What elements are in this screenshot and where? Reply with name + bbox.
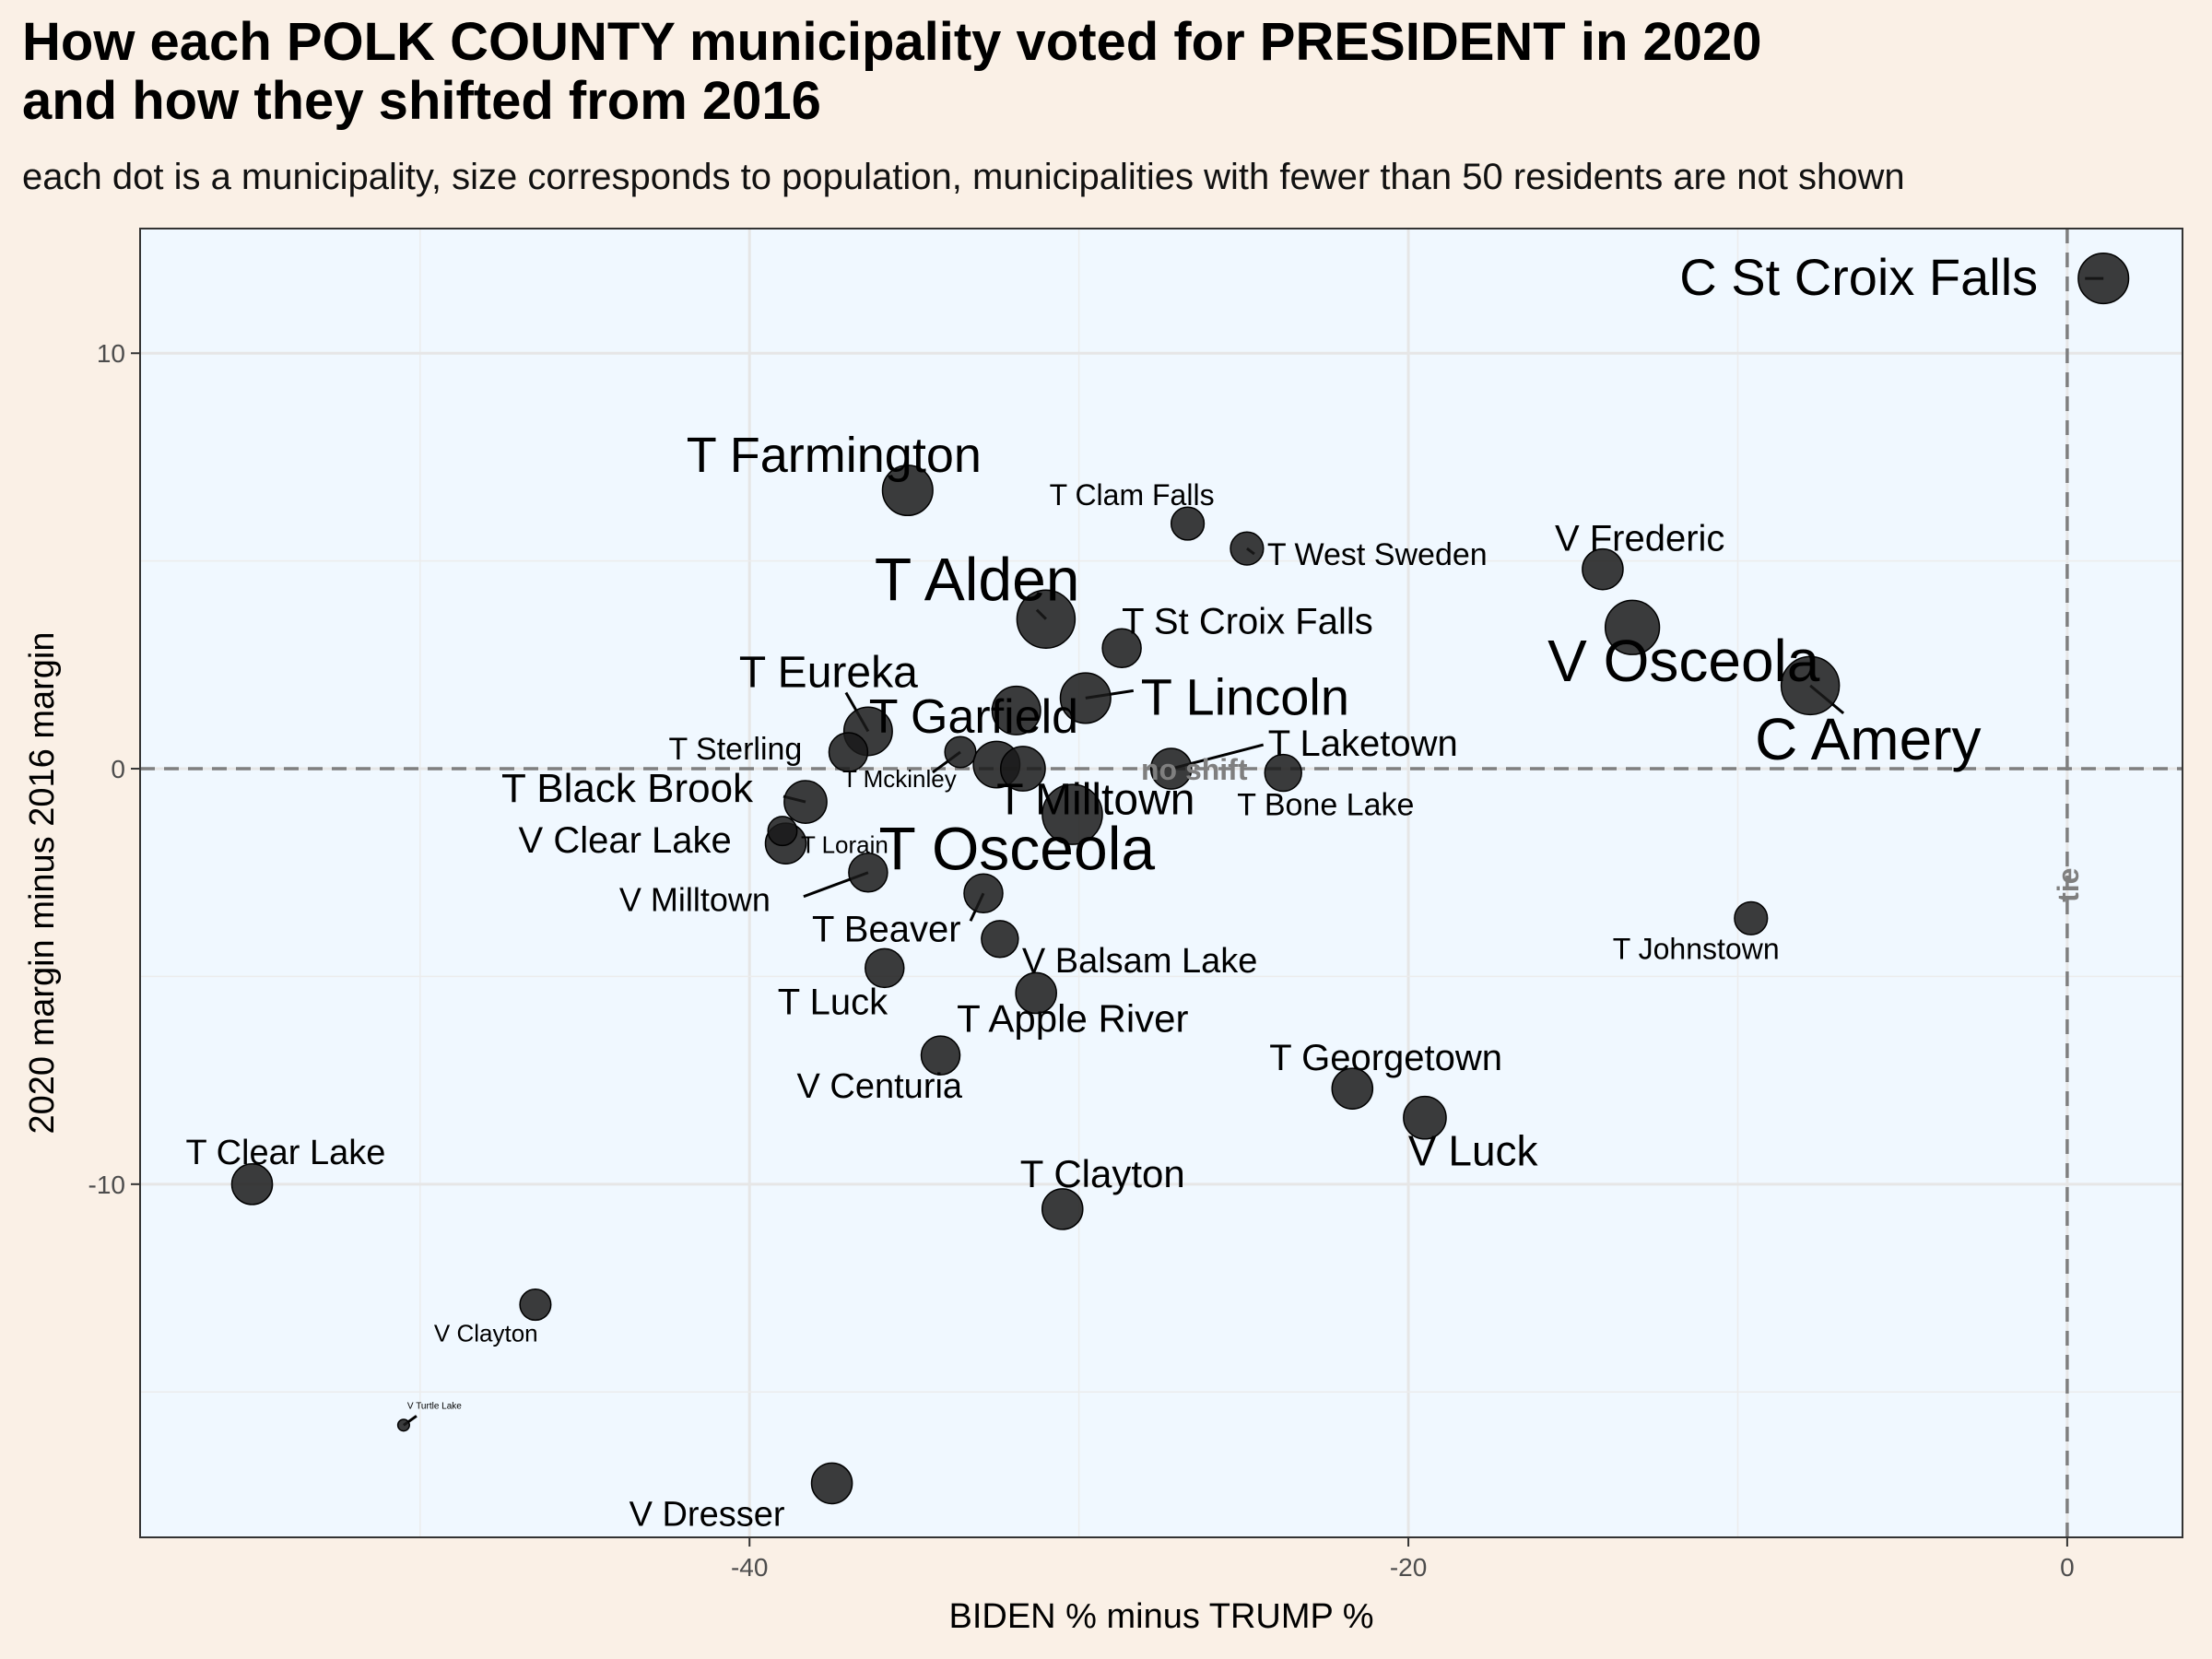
no-shift-label: no shift bbox=[1141, 753, 1248, 786]
point-label-t-clayton: T Clayton bbox=[1020, 1152, 1185, 1195]
point-label-v-luck: V Luck bbox=[1408, 1127, 1539, 1175]
point-t-apple-river bbox=[1015, 971, 1057, 1015]
data-points bbox=[230, 253, 2130, 1505]
y-axis-title: 2020 margin minus 2016 margin bbox=[23, 632, 62, 1135]
point-t-laketown bbox=[1149, 747, 1193, 790]
point-t-luck bbox=[865, 947, 905, 989]
y-tick-label: 0 bbox=[111, 755, 125, 783]
point-label-t-luck: T Luck bbox=[778, 982, 888, 1022]
point-label-t-garfield: T Garfield bbox=[869, 690, 1078, 744]
point-v-centuria bbox=[920, 1035, 961, 1076]
point-label-t-georgetown: T Georgetown bbox=[1269, 1038, 1502, 1078]
point-v-dresser bbox=[810, 1462, 853, 1505]
point-t-johnstown bbox=[1734, 900, 1769, 935]
point-label-t-apple-river: T Apple River bbox=[957, 996, 1188, 1040]
point-label-v-clear-lake: V Clear Lake bbox=[519, 820, 732, 861]
y-tick-label: 10 bbox=[97, 339, 125, 368]
point-label-t-clear-lake: T Clear Lake bbox=[186, 1134, 386, 1172]
point-label-t-bone-lake: T Bone Lake bbox=[1237, 788, 1414, 823]
point-t-clear-lake bbox=[230, 1163, 274, 1206]
point-label-t-clam-falls: T Clam Falls bbox=[1050, 478, 1215, 512]
point-v-balsam-lake bbox=[981, 920, 1019, 959]
point-label-t-black-brook: T Black Brook bbox=[501, 766, 754, 811]
point-label-v-milltown: V Milltown bbox=[619, 881, 771, 919]
point-t-lorain bbox=[767, 816, 798, 847]
chart-subtitle: each dot is a municipality, size corresp… bbox=[22, 157, 1905, 197]
point-labels: C St Croix Falls T Farmington T Clam Falls… bbox=[186, 248, 2085, 1534]
point-t-alden bbox=[1016, 589, 1077, 649]
point-label-t-osceola: T Osceola bbox=[878, 815, 1155, 883]
x-tick-label: -40 bbox=[731, 1553, 768, 1582]
point-label-t-lincoln: T Lincoln bbox=[1141, 667, 1349, 725]
point-t-west-sweden bbox=[1230, 531, 1265, 566]
point-c-st-croix-falls bbox=[2077, 253, 2130, 305]
plot-border bbox=[139, 228, 2183, 1538]
point-label-t-alden: T Alden bbox=[875, 546, 1080, 614]
point-label-t-laketown: T Laketown bbox=[1268, 724, 1458, 764]
point-t-sterling bbox=[828, 732, 869, 772]
point-label-t-st-croix-falls: T St Croix Falls bbox=[1122, 601, 1373, 641]
x-tick-label: -20 bbox=[1390, 1553, 1427, 1582]
point-t-osceola bbox=[1041, 783, 1103, 845]
point-label-c-amery: C Amery bbox=[1755, 706, 1981, 772]
point-label-t-sterling: T Sterling bbox=[668, 732, 802, 767]
point-label-v-osceola: V Osceola bbox=[1547, 628, 1820, 694]
y-tick-label: -10 bbox=[88, 1171, 125, 1199]
point-t-clam-falls bbox=[1170, 506, 1206, 541]
point-t-georgetown bbox=[1331, 1067, 1374, 1110]
point-label-v-centuria: V Centuria bbox=[797, 1067, 963, 1106]
point-t-clayton bbox=[1041, 1188, 1084, 1230]
point-label-t-lorain: T Lorain bbox=[801, 831, 888, 859]
x-axis-title: BIDEN % minus TRUMP % bbox=[948, 1597, 1373, 1636]
point-v-osceola bbox=[1604, 599, 1661, 655]
plot-panel bbox=[140, 229, 2183, 1537]
point-t-st-croix-falls bbox=[1101, 628, 1142, 669]
point-label-t-mckinley: T Mckinley bbox=[842, 765, 957, 793]
point-t-bone-lake bbox=[1264, 753, 1302, 793]
point-label-v-balsam-lake: V Balsam Lake bbox=[1022, 942, 1258, 981]
point-label-c-st-croix-falls: C St Croix Falls bbox=[1679, 248, 2038, 306]
point-t-lincoln bbox=[1059, 672, 1112, 724]
point-label-v-dresser: V Dresser bbox=[629, 1495, 785, 1534]
chart-title: How each POLK COUNTY municipality voted … bbox=[22, 12, 1762, 131]
point-c-amery bbox=[1780, 655, 1841, 716]
point-v-clayton bbox=[519, 1288, 552, 1322]
point-v-milltown bbox=[848, 852, 888, 893]
point-v-frederic bbox=[1582, 547, 1624, 591]
tie-label: tie bbox=[2052, 868, 2085, 902]
axis-ticks: -40 -20 0 -10 0 10 bbox=[88, 339, 2075, 1582]
point-label-v-turtle-lake: V Turtle Lake bbox=[407, 1401, 462, 1411]
point-label-t-west-sweden: T West Sweden bbox=[1267, 537, 1488, 572]
point-label-t-johnstown: T Johnstown bbox=[1613, 932, 1780, 965]
point-t-garfield-unlabeled bbox=[999, 746, 1046, 792]
point-t-farmington bbox=[881, 464, 934, 517]
point-t-mckinley bbox=[944, 735, 977, 769]
x-tick-label: 0 bbox=[2060, 1553, 2075, 1582]
point-t-garfield bbox=[991, 685, 1041, 735]
point-v-luck bbox=[1403, 1095, 1447, 1140]
point-t-beaver bbox=[963, 873, 1004, 914]
point-v-turtle-lake bbox=[396, 1418, 410, 1432]
point-label-v-clayton: V Clayton bbox=[434, 1320, 538, 1347]
point-label-v-frederic: V Frederic bbox=[1555, 519, 1725, 559]
point-label-t-eureka: T Eureka bbox=[739, 648, 918, 697]
point-label-t-milltown: T Milltown bbox=[996, 776, 1194, 825]
point-t-black-brook bbox=[783, 780, 828, 824]
point-label-t-farmington: T Farmington bbox=[687, 428, 982, 483]
point-label-t-beaver: T Beaver bbox=[812, 909, 961, 949]
